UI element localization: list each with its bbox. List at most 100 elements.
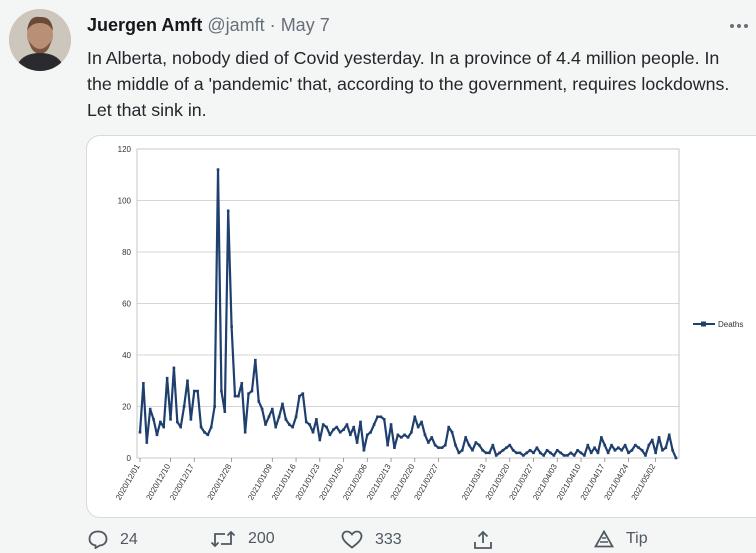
data-point [657,436,661,439]
data-point [304,420,308,424]
data-point [403,433,406,437]
like-count: 333 [375,530,402,548]
data-point [603,443,607,447]
chart-image[interactable]: 0 20 40 60 80 100 120 2020/12/01 2020/12/10 2020/… [86,135,756,518]
y-tick-label: 40 [122,351,131,360]
data-point [447,425,451,429]
data-point [481,448,484,452]
data-point [549,451,552,455]
data-point [274,425,277,429]
data-point [176,420,179,424]
share-button[interactable] [473,530,493,550]
data-point [308,423,311,426]
author-name[interactable]: Juergen Amft [87,15,203,35]
data-point [352,425,356,429]
tip-button[interactable]: Tip [594,530,648,548]
data-point [430,436,434,439]
data-point [372,423,376,426]
data-point [199,425,203,429]
author-handle[interactable]: @jamft [207,15,265,35]
data-point [420,420,423,424]
data-point [223,410,227,413]
x-tick-label: 2021/04/24 [602,462,630,502]
data-point [593,446,596,449]
data-point [165,376,169,380]
y-tick-label: 120 [118,145,132,154]
data-point [342,428,345,431]
data-point [189,418,193,421]
reply-button[interactable]: 24 [88,530,138,549]
data-point [277,415,281,419]
data-point [389,423,393,426]
data-point [617,446,620,449]
more-icon[interactable] [729,9,749,35]
data-point [467,443,471,447]
data-point [542,454,545,457]
data-point [162,425,166,429]
data-point [572,454,576,457]
data-point [620,448,624,452]
data-point [427,441,430,444]
data-point [606,451,610,455]
data-point [444,443,447,447]
data-point [220,389,223,393]
data-point [345,423,349,426]
data-point [545,448,549,452]
data-point [247,392,250,395]
data-point [155,433,159,437]
data-point [332,428,335,431]
data-point [264,423,267,426]
data-point [535,446,539,449]
avatar[interactable] [9,9,71,71]
data-point [186,379,189,383]
data-point [237,394,240,398]
data-point [399,436,403,439]
data-point [437,446,440,449]
data-point [294,415,298,419]
data-point [148,407,152,411]
tip-icon [594,530,614,548]
data-point [501,448,505,452]
data-point [159,420,162,424]
data-point [192,389,196,393]
data-point [667,433,671,437]
data-point [355,441,359,444]
data-point [230,325,233,328]
data-point [182,405,186,408]
data-point [555,448,559,452]
data-point [674,456,678,460]
data-point [335,425,339,429]
data-point [576,448,579,452]
data-point [382,418,386,421]
data-point [406,436,410,439]
data-point [644,454,647,457]
x-tick-label: 2021/05/02 [630,462,658,502]
data-point [647,443,651,447]
data-point [511,448,515,452]
data-point [243,430,247,434]
data-point [298,394,301,398]
data-point [522,454,525,457]
data-point [325,425,328,429]
legend-marker [701,321,706,327]
data-point [423,433,427,437]
data-point [596,451,600,455]
data-point [257,400,261,403]
data-point [152,418,155,421]
retweet-button[interactable]: 200 [210,530,275,548]
y-tick-label: 60 [122,300,131,309]
data-point [410,430,413,434]
data-point [600,436,603,439]
data-point [552,454,556,457]
data-point [450,430,454,434]
data-point [633,443,637,447]
share-icon [473,530,493,550]
data-point [630,448,634,452]
data-point [206,433,210,437]
retweet-icon [210,530,236,548]
tweet-date[interactable]: May 7 [280,15,330,35]
data-point [393,446,396,449]
data-point [209,425,213,429]
data-point [661,448,664,452]
like-button[interactable]: 333 [341,530,402,549]
